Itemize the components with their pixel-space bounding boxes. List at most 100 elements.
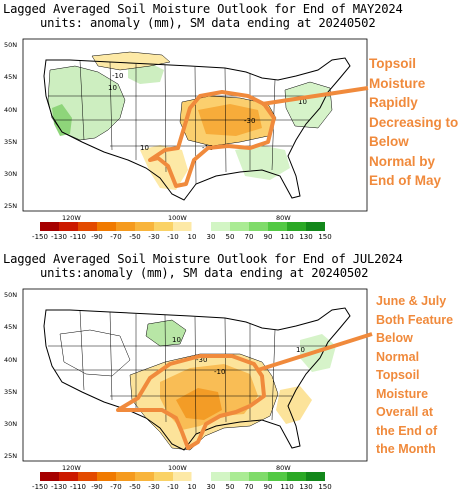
lon-label: 80W <box>276 464 291 472</box>
legend-swatch <box>40 472 59 481</box>
lat-label: 40N <box>4 356 17 364</box>
dry-region-southeast <box>276 386 312 424</box>
color-legend: -150 -130 -110 -90 -70 -50 -30 -10 10 30 50 70 90 110… <box>32 471 332 491</box>
lon-label: 120W <box>62 214 81 222</box>
legend-swatch <box>59 222 78 231</box>
legend-label: 50 <box>226 483 235 491</box>
callout-arrow <box>261 86 369 106</box>
legend-swatch <box>191 221 212 232</box>
legend-swatch <box>287 222 306 231</box>
lat-label: 50N <box>4 291 17 299</box>
legend-label: 110 <box>280 483 293 491</box>
contour-label: 10 <box>298 98 307 106</box>
callout-line: Normal by <box>369 153 436 169</box>
legend-swatch <box>135 472 154 481</box>
outlook-panel-may: Lagged Averaged Soil Moisture Outlook fo… <box>3 2 458 242</box>
legend-label: -10 <box>167 233 178 241</box>
panel-title: Lagged Averaged Soil Moisture Outlook fo… <box>3 252 403 266</box>
callout-line: Topsoil <box>376 368 420 382</box>
legend-label: 110 <box>280 233 293 241</box>
legend-label: -90 <box>91 483 102 491</box>
legend-label: 70 <box>245 233 254 241</box>
legend-label: 130 <box>299 233 312 241</box>
wet-region-north <box>146 320 186 346</box>
soil-moisture-map-jul: 10 -30 -10 10 50N 45N 40N 35N 30N 25N 12… <box>4 288 373 491</box>
legend-swatch <box>268 472 287 481</box>
lon-label: 100W <box>168 464 187 472</box>
lat-label: 25N <box>4 452 17 460</box>
legend-label: -50 <box>129 483 140 491</box>
legend-label: -50 <box>129 233 140 241</box>
legend-label: 90 <box>264 483 273 491</box>
contour-label: 10 <box>108 84 117 92</box>
contour-label: -30 <box>244 117 255 125</box>
legend-swatch <box>116 472 135 481</box>
lat-label: 50N <box>4 41 17 49</box>
callout-arrow <box>257 332 373 372</box>
soil-moisture-map-may: -10 10 -30 -10 10 10 50N 45N 40N 35N 30N… <box>4 38 369 241</box>
panel-subtitle: units: anomaly (mm), SM data ending at 2… <box>40 16 376 30</box>
legend-label: -30 <box>148 483 159 491</box>
legend-label: 150 <box>318 483 331 491</box>
legend-swatch <box>78 472 97 481</box>
lon-label: 100W <box>168 214 187 222</box>
state-lines <box>48 60 330 185</box>
panel-title: Lagged Averaged Soil Moisture Outlook fo… <box>3 2 403 16</box>
legend-swatch <box>40 222 59 231</box>
legend-label: 50 <box>226 233 235 241</box>
legend-label: 10 <box>188 233 197 241</box>
contour-label: 10 <box>172 336 181 344</box>
legend-label: -70 <box>110 233 121 241</box>
dry-region-north <box>92 52 170 70</box>
legend-swatch <box>173 472 192 481</box>
legend-swatch <box>135 222 154 231</box>
legend-swatch <box>287 472 306 481</box>
legend-label: -10 <box>167 483 178 491</box>
legend-label: -150 <box>32 233 48 241</box>
lat-label: 35N <box>4 388 17 396</box>
legend-label: -90 <box>91 233 102 241</box>
legend-label: 10 <box>188 483 197 491</box>
us-outline <box>43 307 351 451</box>
legend-swatch <box>59 472 78 481</box>
annotation-callout: June & July Both Feature Below Normal To… <box>376 292 453 459</box>
callout-line: Normal <box>376 349 420 364</box>
callout-line: the End of <box>376 423 438 438</box>
lat-label: 30N <box>4 420 17 428</box>
legend-swatch <box>249 472 268 481</box>
legend-label: -70 <box>110 483 121 491</box>
callout-line: Moisture <box>376 386 429 401</box>
legend-swatch <box>154 472 173 481</box>
legend-swatch <box>154 222 173 231</box>
callout-line: Overall at <box>376 405 433 419</box>
lon-label: 120W <box>62 464 81 472</box>
callout-line: June & July <box>376 294 447 308</box>
legend-swatch <box>306 472 325 481</box>
lat-label: 40N <box>4 106 17 114</box>
lat-label: 25N <box>4 202 17 210</box>
legend-label: -150 <box>32 483 48 491</box>
panel-subtitle: units:anomaly (mm), SM data ending at 20… <box>40 266 369 280</box>
legend-label: 30 <box>207 233 216 241</box>
contour-label: 10 <box>140 144 149 152</box>
contour-label: -10 <box>214 368 225 376</box>
contour-label: -30 <box>196 356 207 364</box>
legend-swatch <box>211 472 230 481</box>
legend-swatch <box>230 222 249 231</box>
legend-swatch <box>191 471 212 482</box>
legend-swatch <box>249 222 268 231</box>
legend-swatch <box>116 222 135 231</box>
callout-line: Both Feature <box>376 312 454 327</box>
legend-label: 150 <box>318 233 331 241</box>
legend-label: -130 <box>51 233 67 241</box>
contour-label: -10 <box>112 72 123 80</box>
legend-label: 70 <box>245 483 254 491</box>
callout-line: End of May <box>369 173 442 188</box>
lat-label: 45N <box>4 73 17 81</box>
highlight-outline <box>116 354 266 450</box>
legend-swatch <box>78 222 97 231</box>
callout-line: Rapidly <box>369 95 418 110</box>
legend-label: -110 <box>70 233 86 241</box>
legend-label: 90 <box>264 233 273 241</box>
legend-swatch <box>268 222 287 231</box>
